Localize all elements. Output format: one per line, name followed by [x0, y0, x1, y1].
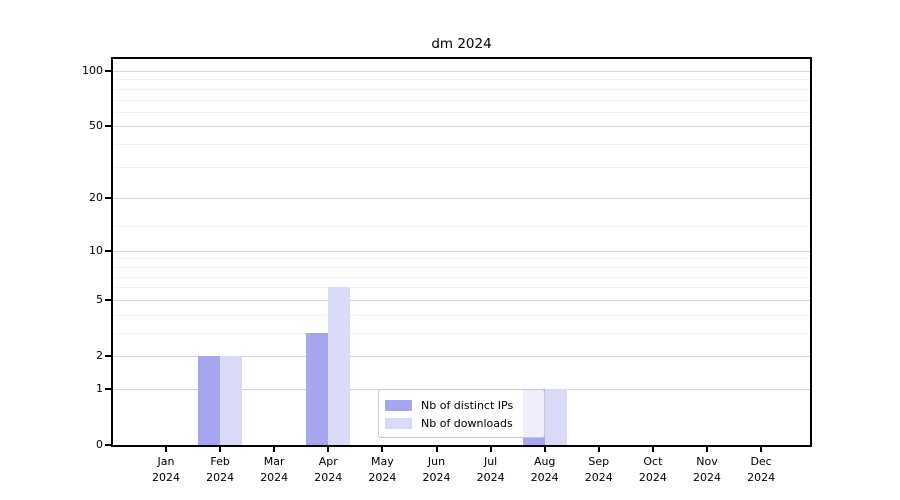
- minor-gridline: [113, 225, 810, 227]
- x-tick-label: Feb 2024: [190, 454, 250, 485]
- minor-gridline: [113, 266, 810, 268]
- major-gridline: [113, 126, 810, 128]
- major-gridline: [113, 356, 810, 357]
- major-gridline: [113, 71, 810, 72]
- x-tick-mark: [273, 447, 276, 452]
- x-tick-month: Jul: [483, 455, 498, 468]
- x-tick-label: Aug 2024: [515, 454, 575, 485]
- x-tick-month: May: [371, 455, 394, 468]
- y-tick-mark: [105, 249, 111, 252]
- y-tick-label: 1: [96, 381, 103, 395]
- y-tick-label: 50: [89, 119, 103, 133]
- major-gridline: [113, 299, 810, 301]
- x-tick-label: Jan 2024: [136, 454, 196, 485]
- legend: Nb of distinct IPs Nb of downloads: [378, 389, 545, 438]
- minor-gridline: [113, 99, 810, 101]
- x-tick-month: Nov: [696, 455, 718, 468]
- x-tick-mark: [760, 447, 763, 452]
- x-tick-mark: [165, 447, 167, 452]
- y-tick-label: 5: [96, 292, 103, 306]
- x-tick-label: Dec 2024: [731, 454, 791, 485]
- x-tick-year: 2024: [530, 470, 559, 484]
- x-tick-label: Sep 2024: [569, 454, 629, 485]
- y-tick-mark: [105, 387, 111, 390]
- bar-feb-distinct-ips: [198, 356, 221, 445]
- y-tick-mark: [105, 298, 111, 301]
- y-tick-label: 100: [82, 64, 103, 77]
- x-tick-label: Oct 2024: [623, 454, 683, 485]
- x-tick-year: 2024: [206, 470, 235, 484]
- bar-apr-downloads: [328, 287, 351, 445]
- x-tick-mark: [381, 447, 384, 452]
- y-tick-mark: [105, 125, 111, 128]
- x-tick-label: Nov 2024: [677, 454, 737, 485]
- major-gridline: [113, 198, 810, 200]
- x-tick-mark: [597, 447, 600, 452]
- y-tick-mark: [105, 197, 111, 200]
- x-tick-year: 2024: [693, 470, 721, 484]
- x-tick-month: Aug: [533, 455, 556, 468]
- x-tick-mark: [327, 447, 330, 452]
- minor-gridline: [113, 276, 810, 278]
- y-tick-label: 0: [96, 438, 103, 451]
- x-tick-year: 2024: [314, 470, 343, 484]
- y-tick-label: 10: [89, 243, 103, 257]
- bar-aug-downloads: [544, 388, 567, 445]
- legend-item-distinct-ips: Nb of distinct IPs: [385, 397, 544, 414]
- legend-label-distinct-ips: Nb of distinct IPs: [421, 399, 514, 412]
- x-tick-label: Jul 2024: [461, 454, 521, 485]
- legend-item-downloads: Nb of downloads: [385, 415, 544, 432]
- x-tick-month: Apr: [318, 455, 338, 468]
- y-tick-mark: [105, 70, 111, 72]
- y-tick-label: 20: [89, 191, 103, 205]
- x-tick-month: Mar: [263, 455, 285, 468]
- x-tick-mark: [543, 447, 546, 452]
- chart-title: dm 2024: [431, 36, 492, 52]
- minor-gridline: [113, 111, 810, 113]
- legend-label-downloads: Nb of downloads: [421, 417, 513, 430]
- x-tick-year: 2024: [476, 470, 505, 484]
- bar-feb-downloads: [220, 356, 243, 445]
- x-tick-label: Mar 2024: [244, 454, 304, 485]
- x-tick-label: Jun 2024: [407, 454, 467, 485]
- x-tick-year: 2024: [368, 470, 397, 484]
- minor-gridline: [113, 144, 810, 146]
- major-gridline: [113, 250, 810, 252]
- legend-swatch-distinct-ips: [385, 400, 412, 411]
- y-tick-mark: [105, 444, 111, 446]
- x-tick-year: 2024: [422, 470, 451, 484]
- x-tick-mark: [706, 447, 708, 452]
- minor-gridline: [113, 79, 810, 81]
- y-tick-mark: [105, 355, 111, 357]
- x-tick-year: 2024: [152, 470, 180, 484]
- x-tick-year: 2024: [584, 470, 613, 484]
- minor-gridline: [113, 258, 810, 260]
- x-tick-mark: [219, 447, 222, 452]
- legend-swatch-downloads: [385, 418, 412, 429]
- x-tick-month: Sep: [588, 455, 610, 468]
- x-tick-label: Apr 2024: [298, 454, 358, 485]
- x-tick-year: 2024: [638, 470, 667, 484]
- minor-gridline: [113, 314, 810, 316]
- minor-gridline: [113, 332, 810, 334]
- x-tick-month: Feb: [210, 455, 230, 468]
- x-tick-mark: [435, 447, 438, 452]
- x-tick-label: May 2024: [352, 454, 412, 485]
- x-tick-month: Jan: [157, 455, 175, 468]
- bar-apr-distinct-ips: [306, 332, 329, 445]
- y-tick-label: 2: [96, 349, 103, 362]
- x-tick-month: Oct: [643, 455, 663, 468]
- minor-gridline: [113, 166, 810, 168]
- minor-gridline: [113, 88, 810, 90]
- plot-area: [111, 57, 812, 447]
- plot-canvas: [113, 59, 810, 445]
- x-tick-mark: [651, 447, 654, 452]
- minor-gridline: [113, 287, 810, 289]
- x-tick-year: 2024: [747, 470, 776, 484]
- x-tick-mark: [489, 447, 492, 452]
- x-tick-month: Jun: [427, 455, 446, 468]
- x-tick-month: Dec: [750, 455, 772, 468]
- x-tick-year: 2024: [260, 470, 289, 484]
